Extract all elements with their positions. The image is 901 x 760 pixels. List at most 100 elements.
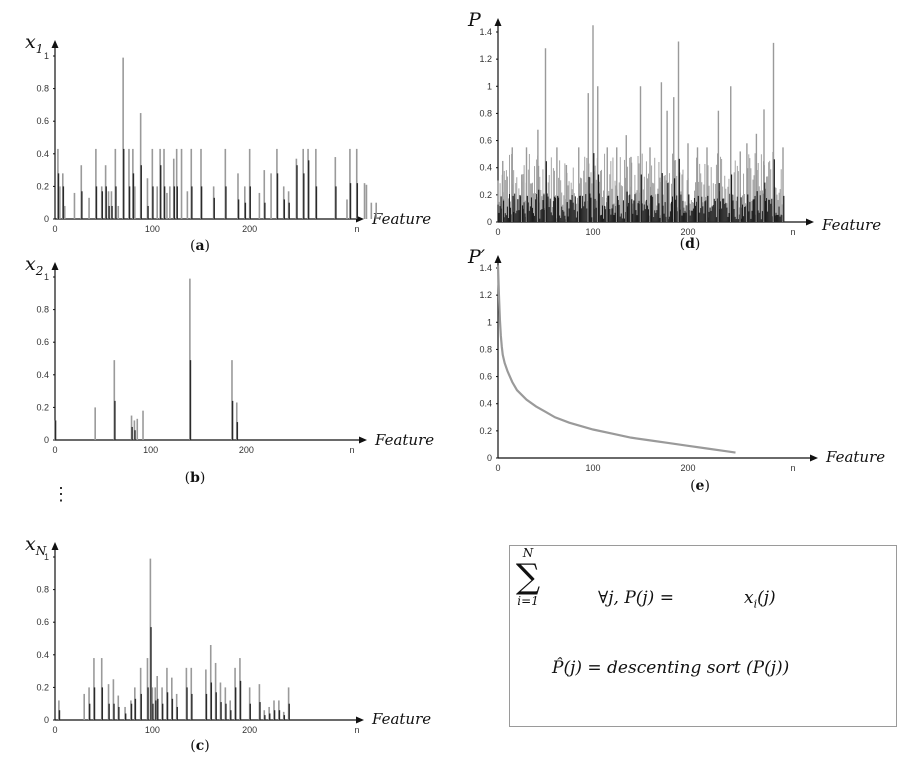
caption-open: ( <box>185 470 190 486</box>
y-tick-label: 0.2 <box>36 682 49 692</box>
y-tick-label: 1 <box>44 51 49 61</box>
y-tick-label: 0.2 <box>479 426 492 436</box>
x-tick-label: 0 <box>495 227 500 237</box>
y-tick-label: 0.2 <box>36 181 49 191</box>
x-tick-label: 100 <box>585 463 600 473</box>
x-axis-arrow <box>810 454 818 462</box>
y-axis-subscript: 1 <box>36 42 44 56</box>
panel-caption: (d) <box>680 236 701 252</box>
panel-c: 0 0.2 0.4 0.6 0.8 1 0 100 200 n xN Feature (c) <box>25 533 431 754</box>
y-axis-arrow <box>494 18 502 26</box>
x-tick-label: 200 <box>680 463 695 473</box>
caption-letter: a <box>195 238 204 254</box>
x-tick-label: 100 <box>145 725 160 735</box>
sum-upper-limit: N <box>522 546 534 560</box>
caption-close: ) <box>200 470 205 486</box>
y-tick-label: 0.4 <box>479 163 492 173</box>
formula-tail: (j) <box>757 588 776 608</box>
y-tick-label: 0.8 <box>36 84 49 94</box>
y-tick-label: 0 <box>44 715 49 725</box>
y-axis-label: P <box>467 9 482 31</box>
x-tick-label: n <box>790 463 795 473</box>
y-axis-arrow <box>494 255 502 263</box>
x-tick-label: 100 <box>585 227 600 237</box>
sum-symbol: ∑ <box>515 557 541 597</box>
panel-caption: (b) <box>185 470 206 486</box>
y-axis-label: x1 <box>25 31 43 56</box>
y-axis-subscript: N <box>35 544 47 558</box>
y-tick-label: 0.4 <box>36 149 49 159</box>
x-tick-label: n <box>354 725 359 735</box>
y-axis-label: xN <box>25 533 47 558</box>
x-tick-label: 200 <box>239 445 254 455</box>
y-tick-label: 1.4 <box>479 27 492 37</box>
y-tick-label: 1 <box>487 81 492 91</box>
y-tick-label: 0 <box>44 214 49 224</box>
x-axis-arrow <box>359 436 367 444</box>
caption-open: ( <box>190 738 195 754</box>
caption-letter: c <box>196 738 205 754</box>
y-tick-label: 1.2 <box>479 54 492 64</box>
x-axis-arrow <box>356 716 364 724</box>
formula-x: x <box>744 588 754 608</box>
y-tick-label: 0.6 <box>36 617 49 627</box>
caption-letter: b <box>190 470 200 486</box>
panel-e: 0 0.2 0.4 0.6 0.8 1 1.2 1.4 0 100 200 n P′ Feature (e) <box>467 246 885 494</box>
panel-caption: (e) <box>690 478 710 494</box>
x-tick-label: 200 <box>680 227 695 237</box>
x-tick-label: 200 <box>242 725 257 735</box>
caption-close: ) <box>704 478 709 494</box>
x-axis-label: Feature <box>825 448 885 466</box>
y-axis-label: P′ <box>467 246 486 268</box>
x-tick-label: 0 <box>52 445 57 455</box>
panel-a: 0 0.2 0.4 0.6 0.8 1 0 100 200 n x1 Feature (a) <box>25 31 431 254</box>
caption-letter: d <box>685 236 695 252</box>
y-tick-label: 1 <box>44 272 49 282</box>
y-tick-label: 0.6 <box>479 372 492 382</box>
x-axis-label: Feature <box>371 710 431 728</box>
caption-open: ( <box>680 236 685 252</box>
x-tick-label: 0 <box>52 725 57 735</box>
sorted-curve <box>496 265 736 454</box>
x-axis-label: Feature <box>371 210 431 228</box>
x-tick-label: n <box>349 445 354 455</box>
y-axis-subscript: 2 <box>35 264 44 278</box>
panel-caption: (a) <box>190 238 210 254</box>
x-axis-label: Feature <box>821 216 881 234</box>
x-tick-label: 0 <box>52 224 57 234</box>
y-tick-label: 0.6 <box>36 337 49 347</box>
y-tick-label: 0.8 <box>479 108 492 118</box>
vertical-ellipsis: ⋮ <box>52 484 70 505</box>
y-tick-label: 0.2 <box>36 402 49 412</box>
y-tick-label: 1.2 <box>479 290 492 300</box>
y-tick-label: 0.6 <box>36 116 49 126</box>
y-tick-label: 0.8 <box>36 305 49 315</box>
y-tick-label: 0.8 <box>36 585 49 595</box>
caption-close: ) <box>204 738 209 754</box>
x-tick-label: 200 <box>242 224 257 234</box>
y-tick-label: 0.4 <box>36 370 49 380</box>
formula-subscript: i <box>753 597 758 611</box>
y-tick-label: 0 <box>487 453 492 463</box>
x-tick-label: n <box>354 224 359 234</box>
y-tick-label: 0 <box>487 217 492 227</box>
y-tick-label: 0.4 <box>479 399 492 409</box>
caption-open: ( <box>690 478 695 494</box>
y-tick-label: 0.4 <box>36 650 49 660</box>
y-tick-label: 0.2 <box>479 190 492 200</box>
caption-close: ) <box>205 238 210 254</box>
sum-lower-limit: i=1 <box>517 594 539 608</box>
y-axis-arrow <box>51 262 59 270</box>
x-axis-arrow <box>806 218 814 226</box>
y-tick-label: 1 <box>44 552 49 562</box>
formula-box: ∀j, P(j) = N ∑ i=1 xi(j) P̂(j) = descent… <box>509 545 897 727</box>
y-tick-label: 0.8 <box>479 344 492 354</box>
panel-caption: (c) <box>190 738 209 754</box>
caption-letter: e <box>696 478 705 494</box>
y-tick-label: 1 <box>487 317 492 327</box>
formula-line1-left: ∀j, P(j) = <box>598 588 674 608</box>
x-axis-label: Feature <box>374 431 434 449</box>
y-axis-label: x2 <box>25 253 43 278</box>
panel-d: 0 0.2 0.4 0.6 0.8 1 1.2 1.4 0 100 200 n P Feature (d) <box>467 9 881 252</box>
